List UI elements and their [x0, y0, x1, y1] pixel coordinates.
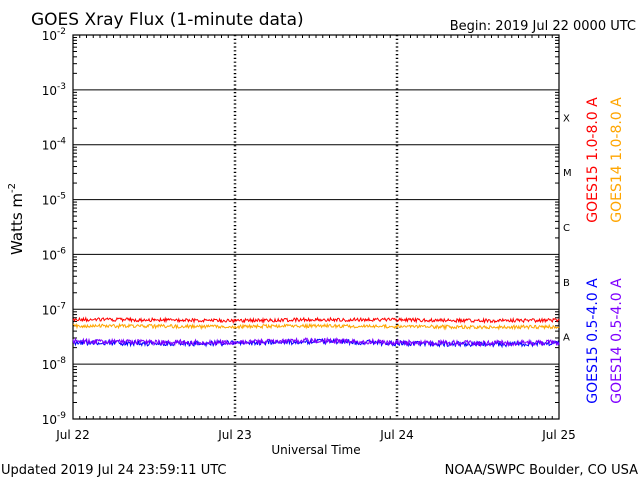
x-tick-label: Jul 23: [217, 428, 252, 442]
series-line: [72, 316, 560, 325]
series-line: [72, 336, 560, 348]
y-tick-label: 10-3: [42, 82, 66, 98]
footer-credit: NOAA/SWPC Boulder, CO USA: [445, 463, 638, 478]
series-layer: [72, 316, 560, 349]
flare-class-label: X: [563, 113, 570, 124]
legend-entry: GOES14 0.5-4.0 A: [609, 278, 625, 404]
grid-lines: [73, 35, 559, 419]
x-tick-label: Jul 25: [541, 428, 576, 442]
x-tick-label: Jul 22: [55, 428, 90, 442]
flare-class-label: B: [563, 278, 570, 289]
legend-entry: GOES14 1.0-8.0 A: [609, 97, 625, 223]
y-tick-label: 10-8: [42, 356, 67, 372]
x-axis-label: Universal Time: [271, 443, 360, 457]
series-line: [72, 322, 560, 331]
x-tick-label: Jul 24: [379, 428, 414, 442]
flare-class-label: A: [563, 333, 570, 344]
legend-entry: GOES15 1.0-8.0 A: [585, 97, 601, 223]
y-tick-label: 10-7: [42, 301, 66, 317]
y-tick-label: 10-2: [42, 27, 66, 43]
legend-entry: GOES15 0.5-4.0 A: [585, 278, 601, 404]
chart-title: GOES Xray Flux (1-minute data): [31, 10, 304, 30]
flare-class-label: C: [563, 223, 570, 234]
y-tick-label: 10-6: [42, 246, 67, 262]
plot-frame: [72, 34, 560, 420]
y-axis-label: Watts m-2: [7, 183, 26, 255]
y-tick-label: 10-5: [42, 192, 66, 208]
footer-updated: Updated 2019 Jul 24 23:59:11 UTC: [1, 463, 226, 478]
y-tick-label: 10-4: [42, 137, 67, 153]
begin-label: Begin: 2019 Jul 22 0000 UTC: [450, 19, 636, 34]
legend: GOES15 1.0-8.0 A GOES14 1.0-8.0 A GOES15 0…: [585, 97, 625, 404]
y-tick-label: 10-9: [42, 411, 67, 427]
flare-class-label: M: [563, 168, 572, 179]
